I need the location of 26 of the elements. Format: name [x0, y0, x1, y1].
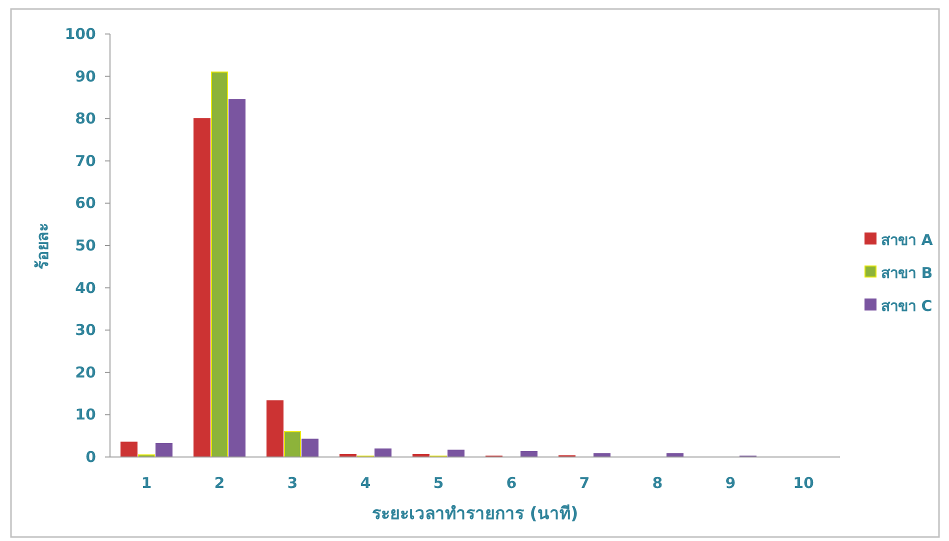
legend-label: สาขา A — [881, 231, 934, 249]
y-tick-label: 10 — [75, 406, 96, 424]
x-tick-label: 5 — [433, 474, 444, 492]
x-tick-label: 2 — [214, 474, 225, 492]
x-tick-label: 3 — [287, 474, 298, 492]
x-tick-label: 4 — [360, 474, 371, 492]
y-tick-label: 80 — [75, 110, 96, 128]
x-tick-label: 7 — [579, 474, 590, 492]
x-tick-label: 8 — [652, 474, 663, 492]
y-tick-label: 70 — [75, 152, 96, 170]
y-tick-label: 90 — [75, 67, 96, 86]
y-axis-title: ร้อยละ — [33, 222, 52, 270]
y-tick-label: 30 — [75, 321, 96, 340]
legend-label: สาขา C — [881, 297, 932, 315]
x-tick-label: 1 — [141, 474, 152, 492]
x-tick-label: 6 — [506, 474, 517, 492]
x-tick-label: 9 — [725, 474, 736, 492]
y-tick-label: 60 — [75, 194, 96, 212]
y-tick-label: 20 — [75, 363, 96, 382]
legend-label: สาขา B — [881, 264, 933, 282]
x-axis-title: ระยะเวลาทำรายการ (นาที) — [372, 503, 578, 524]
y-tick-label: 0 — [86, 448, 96, 466]
y-tick-label: 40 — [75, 278, 96, 297]
x-tick-label: 10 — [793, 474, 814, 492]
y-tick-label: 50 — [75, 236, 96, 254]
y-tick-label: 100 — [64, 25, 96, 43]
